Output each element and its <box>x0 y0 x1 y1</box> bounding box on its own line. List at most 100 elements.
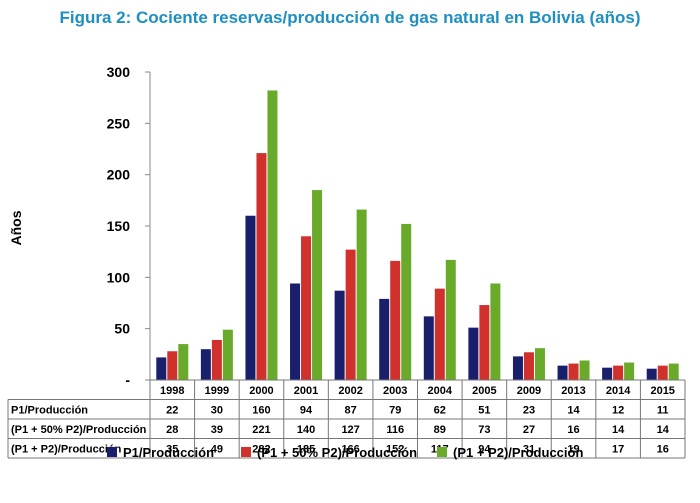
table-cell-value: 22 <box>166 405 178 417</box>
x-tick-label: 2015 <box>650 385 674 397</box>
bar <box>390 260 401 380</box>
table-cell-value: 282 <box>252 444 270 456</box>
bar <box>245 215 256 380</box>
x-tick-label: 2003 <box>383 385 407 397</box>
x-tick-label: 2000 <box>249 385 273 397</box>
y-axis-label: Años <box>8 210 24 245</box>
y-tick-label: 100 <box>107 269 131 285</box>
table-cell-value: 16 <box>657 444 669 456</box>
bar <box>479 305 490 380</box>
table-cell-value: 49 <box>211 444 223 456</box>
bar <box>423 316 434 380</box>
bar <box>613 365 624 380</box>
table-cell-value: 14 <box>657 424 670 436</box>
table-cell-value: 39 <box>211 424 223 436</box>
table-cell-value: 116 <box>386 424 404 436</box>
table-cell-value: 11 <box>657 405 669 417</box>
table-cell-value: 27 <box>523 424 535 436</box>
bar <box>379 298 390 380</box>
bar <box>334 290 345 380</box>
table-cell-value: 23 <box>523 405 535 417</box>
x-tick-label: 1999 <box>205 385 229 397</box>
y-tick-label: 200 <box>107 167 131 183</box>
bar <box>512 356 523 380</box>
table-row-label: (P1 + 50% P2)/Producción <box>11 424 147 436</box>
bar <box>602 367 613 380</box>
legend-swatch <box>107 447 117 457</box>
table-cell-value: 30 <box>211 405 223 417</box>
legend-label: (P1 + 50% P2)/Producción <box>257 445 417 460</box>
x-tick-label: 2013 <box>561 385 585 397</box>
bar <box>301 236 312 380</box>
table-cell-value: 73 <box>478 424 490 436</box>
table-cell-value: 35 <box>166 444 178 456</box>
bar <box>568 363 579 380</box>
bar <box>178 344 189 380</box>
bar <box>657 365 668 380</box>
table-cell-value: 14 <box>567 405 580 417</box>
bar <box>167 351 178 380</box>
table-row-label: (P1 + P2)/Producción <box>11 444 122 456</box>
legend-swatch <box>241 447 251 457</box>
table-cell-value: 79 <box>389 405 401 417</box>
table-cell-value: 16 <box>567 424 579 436</box>
table-cell-value: 185 <box>297 444 315 456</box>
table-cell-value: 94 <box>300 405 313 417</box>
legend-swatch <box>437 447 447 457</box>
legend-label: (P1 + P2)/Producción <box>453 445 583 460</box>
bar <box>256 153 267 380</box>
table-cell-value: 19 <box>567 444 579 456</box>
table-cell-value: 127 <box>341 424 359 436</box>
bar <box>312 190 323 380</box>
bar <box>646 368 657 380</box>
x-tick-label: 2005 <box>472 385 496 397</box>
table-cell-value: 140 <box>297 424 315 436</box>
x-tick-label: 2002 <box>338 385 362 397</box>
bar <box>401 223 412 380</box>
y-tick-label: 250 <box>107 115 131 131</box>
bar <box>345 249 356 380</box>
x-tick-label: 2014 <box>606 385 631 397</box>
y-tick-label: 150 <box>107 218 131 234</box>
table-cell-value: 14 <box>612 424 625 436</box>
bar <box>557 365 568 380</box>
bar <box>156 357 167 380</box>
table-cell-value: 166 <box>341 444 359 456</box>
bar <box>624 362 635 380</box>
bar <box>211 339 222 380</box>
bar <box>490 283 501 380</box>
table-cell-value: 152 <box>386 444 404 456</box>
bar <box>290 283 301 380</box>
table-cell-value: 89 <box>434 424 446 436</box>
x-tick-label: 2001 <box>294 385 318 397</box>
y-tick-label: 50 <box>114 321 130 337</box>
table-cell-value: 12 <box>612 405 624 417</box>
table-cell-value: 87 <box>345 405 357 417</box>
table-cell-value: 51 <box>478 405 490 417</box>
bar <box>579 360 590 380</box>
bar <box>523 352 534 380</box>
x-tick-label: 2004 <box>428 385 453 397</box>
x-tick-label: 1998 <box>160 385 184 397</box>
legend-label: P1/Producción <box>123 445 214 460</box>
table-cell-value: 94 <box>478 444 491 456</box>
chart-title: Figura 2: Cociente reservas/producción d… <box>59 8 641 27</box>
bar <box>267 90 278 380</box>
table-cell-value: 160 <box>252 405 270 417</box>
y-tick-label: 300 <box>107 64 131 80</box>
bar <box>356 209 367 380</box>
bar <box>668 363 679 380</box>
table-cell-value: 62 <box>434 405 446 417</box>
table-cell-value: 31 <box>523 444 535 456</box>
table-cell-value: 28 <box>166 424 178 436</box>
bar <box>468 327 479 380</box>
bar <box>534 348 545 380</box>
table-cell-value: 221 <box>252 424 270 436</box>
x-tick-label: 2009 <box>517 385 541 397</box>
table-row-label: P1/Producción <box>11 405 88 417</box>
bar <box>222 329 233 380</box>
bar <box>445 259 456 380</box>
bar <box>200 349 211 380</box>
bar <box>434 288 445 380</box>
